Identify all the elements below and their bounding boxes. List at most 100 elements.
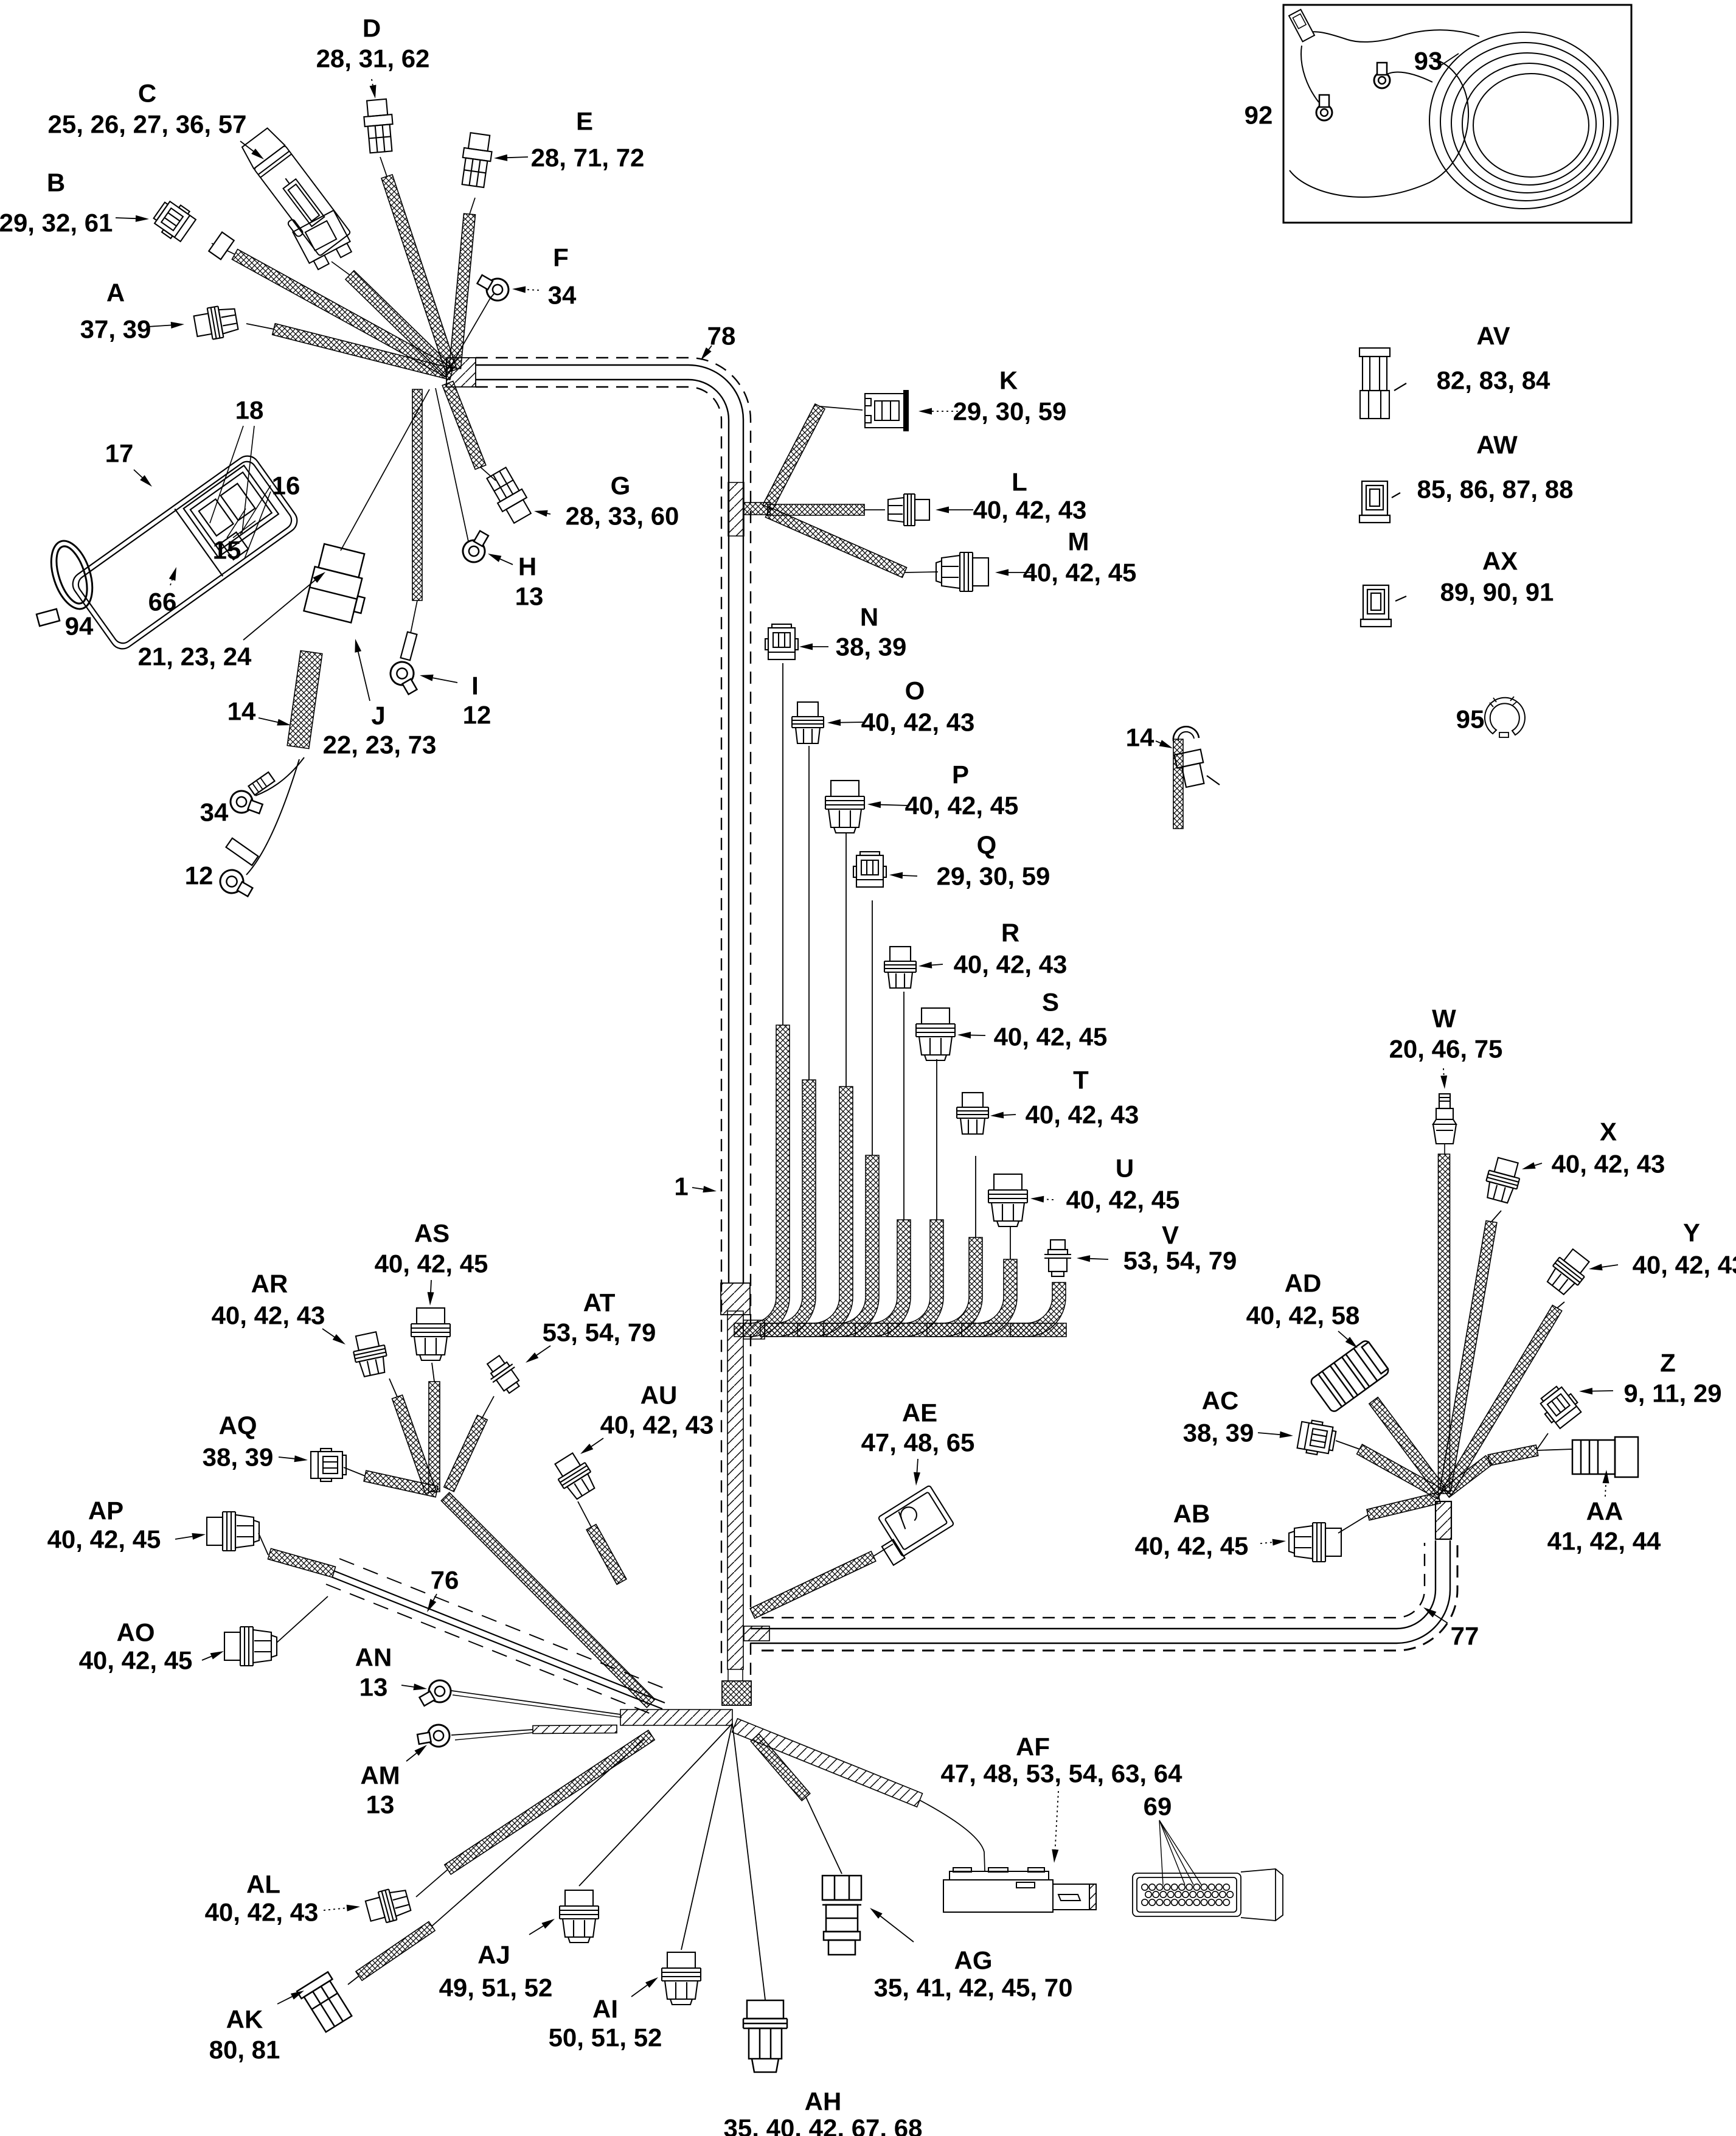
svg-text:W: W bbox=[1432, 1004, 1456, 1033]
svg-text:77: 77 bbox=[1451, 1622, 1479, 1651]
svg-text:AB: AB bbox=[1173, 1500, 1210, 1528]
svg-text:AD: AD bbox=[1285, 1269, 1322, 1298]
svg-text:17: 17 bbox=[105, 439, 134, 468]
svg-text:40, 42, 43: 40, 42, 43 bbox=[600, 1411, 714, 1439]
svg-text:40, 42, 43: 40, 42, 43 bbox=[1026, 1101, 1139, 1129]
svg-text:28, 31, 62: 28, 31, 62 bbox=[316, 44, 430, 73]
svg-text:95: 95 bbox=[1456, 705, 1485, 734]
svg-text:AM: AM bbox=[360, 1761, 400, 1790]
svg-text:1: 1 bbox=[674, 1172, 688, 1201]
svg-text:I: I bbox=[471, 672, 479, 700]
svg-text:AN: AN bbox=[355, 1643, 392, 1672]
svg-text:AT: AT bbox=[583, 1289, 616, 1317]
svg-text:H: H bbox=[518, 552, 536, 581]
svg-text:AA: AA bbox=[1586, 1497, 1623, 1526]
svg-text:13: 13 bbox=[366, 1790, 395, 1819]
svg-text:AU: AU bbox=[641, 1381, 678, 1410]
svg-text:K: K bbox=[999, 366, 1018, 395]
svg-text:47, 48, 65: 47, 48, 65 bbox=[861, 1428, 975, 1457]
svg-text:AK: AK bbox=[226, 2005, 263, 2034]
svg-text:40, 42, 45: 40, 42, 45 bbox=[375, 1250, 488, 1278]
svg-text:69: 69 bbox=[1144, 1792, 1172, 1821]
svg-text:12: 12 bbox=[463, 701, 491, 729]
svg-text:53, 54, 79: 53, 54, 79 bbox=[1123, 1247, 1237, 1275]
svg-text:40, 42, 43: 40, 42, 43 bbox=[861, 708, 975, 737]
svg-text:M: M bbox=[1068, 527, 1089, 556]
svg-text:47, 48, 53, 54, 63, 64: 47, 48, 53, 54, 63, 64 bbox=[941, 1759, 1183, 1788]
svg-text:AI: AI bbox=[592, 1995, 618, 2023]
svg-text:80, 81: 80, 81 bbox=[209, 2036, 280, 2064]
svg-text:85, 86, 87, 88: 85, 86, 87, 88 bbox=[1417, 475, 1574, 504]
svg-text:AX: AX bbox=[1482, 547, 1518, 576]
svg-text:37, 39: 37, 39 bbox=[80, 315, 151, 344]
svg-text:40, 42, 43: 40, 42, 43 bbox=[205, 1898, 319, 1927]
svg-text:49, 51, 52: 49, 51, 52 bbox=[439, 1974, 553, 2002]
svg-text:35, 40, 42, 67, 68: 35, 40, 42, 67, 68 bbox=[724, 2114, 923, 2136]
svg-text:B: B bbox=[47, 169, 65, 197]
svg-text:AV: AV bbox=[1476, 322, 1510, 350]
svg-text:53, 54, 79: 53, 54, 79 bbox=[543, 1318, 656, 1347]
svg-text:Q: Q bbox=[977, 831, 997, 860]
svg-text:L: L bbox=[1012, 468, 1027, 496]
svg-text:29, 30, 59: 29, 30, 59 bbox=[937, 862, 1050, 891]
svg-text:40, 42, 45: 40, 42, 45 bbox=[1135, 1532, 1249, 1560]
svg-text:P: P bbox=[952, 760, 969, 789]
svg-text:AQ: AQ bbox=[219, 1411, 257, 1440]
svg-text:38, 39: 38, 39 bbox=[836, 633, 907, 661]
svg-text:AJ: AJ bbox=[477, 1941, 510, 1969]
svg-text:AR: AR bbox=[251, 1270, 288, 1298]
svg-text:J: J bbox=[371, 701, 385, 730]
svg-text:40, 42, 45: 40, 42, 45 bbox=[1066, 1186, 1180, 1214]
svg-text:AC: AC bbox=[1202, 1386, 1239, 1415]
svg-text:89, 90, 91: 89, 90, 91 bbox=[1440, 578, 1554, 607]
svg-text:9, 11, 29: 9, 11, 29 bbox=[1623, 1379, 1721, 1408]
svg-text:38, 39: 38, 39 bbox=[203, 1443, 274, 1472]
svg-text:Y: Y bbox=[1683, 1219, 1700, 1247]
svg-text:18: 18 bbox=[235, 396, 264, 425]
svg-text:40, 42, 43: 40, 42, 43 bbox=[1552, 1150, 1665, 1178]
svg-text:76: 76 bbox=[431, 1566, 459, 1595]
svg-text:35, 41, 42, 45, 70: 35, 41, 42, 45, 70 bbox=[874, 1974, 1073, 2002]
svg-text:AS: AS bbox=[414, 1219, 450, 1248]
svg-text:20, 46, 75: 20, 46, 75 bbox=[1389, 1035, 1503, 1063]
svg-text:AH: AH bbox=[805, 2087, 842, 2116]
svg-text:22, 23, 73: 22, 23, 73 bbox=[323, 731, 437, 759]
svg-text:40, 42, 43: 40, 42, 43 bbox=[973, 496, 1087, 524]
svg-text:X: X bbox=[1600, 1118, 1617, 1146]
svg-text:N: N bbox=[860, 603, 878, 631]
svg-text:G: G bbox=[611, 471, 631, 500]
svg-text:82, 83, 84: 82, 83, 84 bbox=[1437, 366, 1550, 395]
svg-text:38, 39: 38, 39 bbox=[1183, 1419, 1254, 1447]
svg-text:28, 33, 60: 28, 33, 60 bbox=[566, 502, 679, 531]
svg-text:E: E bbox=[576, 107, 593, 136]
svg-text:34: 34 bbox=[200, 798, 229, 827]
svg-text:AE: AE bbox=[902, 1399, 937, 1427]
svg-text:28, 71, 72: 28, 71, 72 bbox=[531, 144, 645, 172]
svg-text:AP: AP bbox=[88, 1497, 123, 1525]
svg-text:AF: AF bbox=[1016, 1733, 1050, 1761]
svg-text:T: T bbox=[1073, 1066, 1089, 1094]
svg-text:40, 42, 45: 40, 42, 45 bbox=[905, 791, 1019, 820]
svg-text:AO: AO bbox=[117, 1618, 155, 1647]
svg-text:AW: AW bbox=[1476, 431, 1518, 459]
svg-text:40, 42, 58: 40, 42, 58 bbox=[1246, 1301, 1360, 1330]
svg-text:40, 42, 45: 40, 42, 45 bbox=[79, 1646, 193, 1675]
svg-text:78: 78 bbox=[707, 322, 736, 350]
svg-text:40, 42, 43: 40, 42, 43 bbox=[1633, 1251, 1736, 1279]
svg-text:A: A bbox=[106, 279, 125, 307]
svg-text:40, 42, 45: 40, 42, 45 bbox=[994, 1023, 1108, 1051]
svg-text:40, 42, 45: 40, 42, 45 bbox=[47, 1525, 161, 1554]
svg-text:50, 51, 52: 50, 51, 52 bbox=[549, 2023, 662, 2052]
svg-text:V: V bbox=[1162, 1221, 1179, 1250]
svg-text:U: U bbox=[1116, 1154, 1134, 1183]
svg-text:C: C bbox=[138, 79, 156, 108]
svg-text:O: O bbox=[905, 677, 925, 705]
svg-text:25, 26, 27, 36, 57: 25, 26, 27, 36, 57 bbox=[48, 110, 247, 139]
svg-text:92: 92 bbox=[1245, 101, 1273, 130]
svg-text:13: 13 bbox=[359, 1673, 388, 1702]
svg-text:15: 15 bbox=[213, 536, 241, 565]
svg-text:40, 42, 43: 40, 42, 43 bbox=[212, 1301, 325, 1330]
svg-text:F: F bbox=[553, 243, 569, 272]
svg-text:Z: Z bbox=[1660, 1349, 1676, 1377]
svg-text:94: 94 bbox=[65, 612, 94, 641]
